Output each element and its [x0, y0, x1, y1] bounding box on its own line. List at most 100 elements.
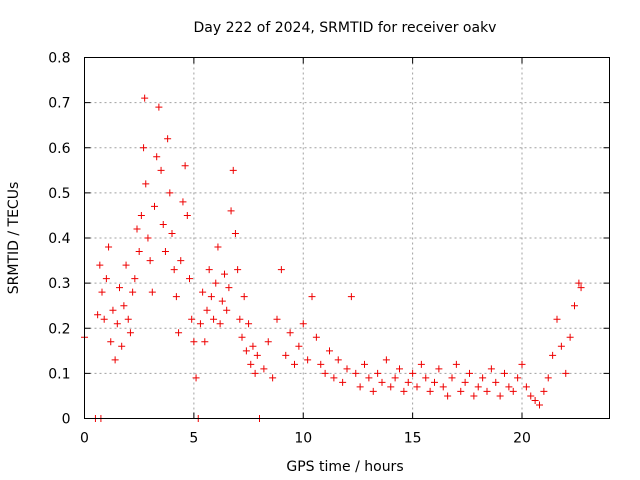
data-point: [135, 248, 143, 256]
y-tick-label: 0.7: [48, 96, 70, 112]
data-point: [109, 306, 117, 314]
data-point: [107, 338, 115, 346]
data-point: [172, 293, 180, 301]
data-point: [544, 374, 552, 382]
data-point: [509, 387, 517, 395]
data-point: [164, 135, 172, 143]
data-point: [210, 315, 218, 323]
data-point: [501, 369, 508, 377]
y-tick-label: 0.1: [48, 366, 70, 382]
data-point: [153, 153, 161, 161]
data-point: [474, 383, 482, 391]
data-point: [514, 374, 522, 382]
data-point: [531, 396, 539, 404]
x-tick-label: 0: [80, 431, 89, 447]
data-point: [304, 356, 312, 364]
data-point: [133, 225, 141, 233]
data-point: [505, 383, 513, 391]
data-point: [452, 360, 460, 368]
data-point: [577, 284, 585, 292]
data-point: [470, 392, 478, 400]
data-point: [444, 392, 452, 400]
data-point: [234, 266, 242, 274]
data-point: [229, 166, 237, 174]
data-point: [94, 311, 102, 319]
data-point: [96, 261, 104, 269]
data-point: [492, 378, 500, 386]
data-point: [161, 248, 169, 256]
data-point: [417, 360, 425, 368]
data-point: [396, 365, 403, 373]
data-point: [105, 243, 113, 251]
data-point: [120, 302, 128, 310]
data-point: [522, 383, 530, 391]
data-point: [168, 229, 176, 237]
data-point: [199, 288, 207, 296]
data-point: [387, 383, 395, 391]
data-point: [225, 284, 233, 292]
data-point: [137, 211, 145, 219]
data-point: [175, 329, 183, 337]
data-point: [461, 378, 469, 386]
data-point: [536, 401, 543, 409]
y-tick-label: 0.3: [48, 276, 70, 292]
data-point: [227, 207, 235, 215]
data-point: [496, 392, 504, 400]
data-point: [146, 257, 154, 265]
data-point: [282, 351, 290, 359]
data-point: [181, 162, 189, 170]
data-point: [231, 229, 239, 237]
data-point: [365, 374, 373, 382]
data-point: [242, 347, 250, 355]
data-point: [312, 333, 320, 341]
y-tick-label: 0.5: [48, 186, 70, 202]
data-point: [247, 360, 255, 368]
data-point: [330, 374, 338, 382]
data-point: [251, 369, 259, 377]
data-point: [155, 103, 163, 111]
data-point: [131, 275, 139, 283]
data-point: [448, 374, 456, 382]
data-point: [457, 387, 465, 395]
data-point: [518, 360, 526, 368]
data-point: [214, 243, 222, 251]
data-point: [575, 279, 583, 287]
data-point: [382, 356, 390, 364]
data-point: [140, 144, 148, 152]
data-point: [466, 369, 473, 377]
data-point: [378, 378, 386, 386]
data-point: [326, 347, 333, 355]
data-point: [308, 293, 316, 301]
y-tick-label: 0.6: [48, 141, 70, 157]
data-point: [339, 378, 347, 386]
data-point: [221, 270, 228, 278]
y-tick-label: 0: [62, 412, 71, 428]
data-point: [122, 261, 130, 269]
data-point: [361, 360, 368, 368]
data-point: [549, 351, 557, 359]
x-tick-label: 10: [294, 431, 312, 447]
data-point: [111, 356, 119, 364]
data-point: [142, 180, 150, 188]
data-point: [540, 387, 548, 395]
data-point: [188, 315, 196, 323]
data-point: [479, 374, 487, 382]
data-point: [566, 333, 574, 341]
data-point: [179, 198, 187, 206]
data-point: [553, 315, 561, 323]
data-point: [100, 315, 108, 323]
data-point: [192, 374, 200, 382]
axis-ticks: 0 0.1 0.2 0.3 0.4 0.5 0.6 0.7 0.8 0 5 10 15 20: [48, 51, 610, 447]
data-point: [249, 342, 257, 350]
data-point: [317, 360, 325, 368]
data-point: [183, 211, 191, 219]
data-point: [400, 387, 408, 395]
data-point: [347, 293, 355, 301]
y-tick-label: 0.4: [48, 231, 70, 247]
data-point: [404, 378, 412, 386]
data-point: [223, 306, 231, 314]
data-point: [102, 275, 110, 283]
y-axis-label: SRMTID / TECUs: [6, 182, 22, 295]
data-point: [562, 369, 570, 377]
data-point: [286, 329, 294, 337]
